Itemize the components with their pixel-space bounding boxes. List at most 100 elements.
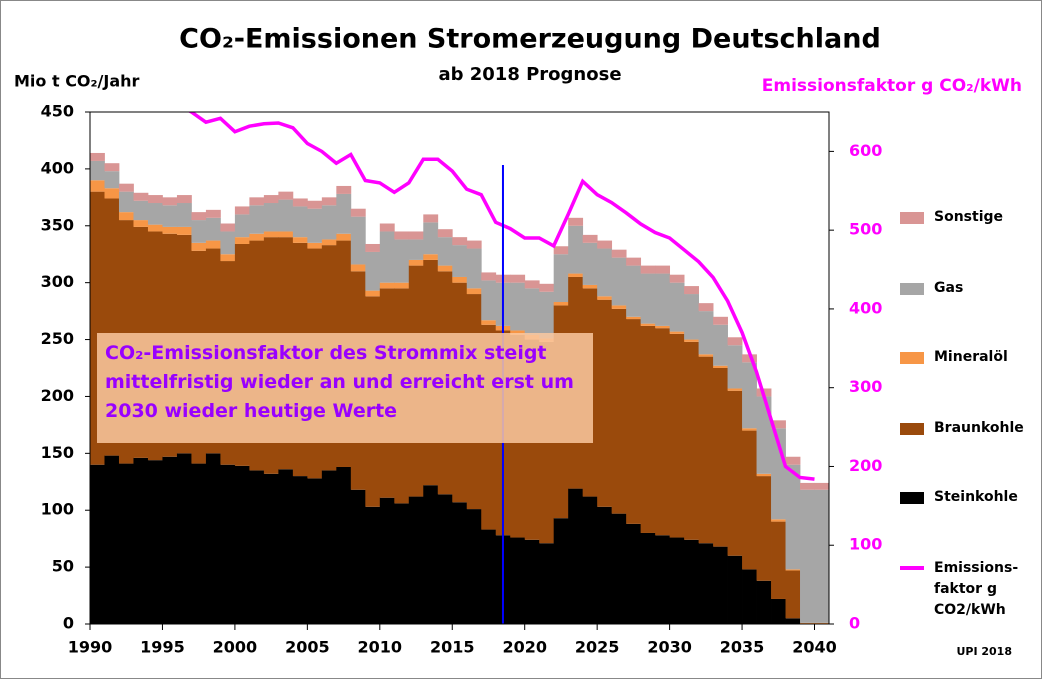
bar-segment bbox=[800, 622, 815, 624]
bar-segment bbox=[771, 420, 786, 429]
bar-segment bbox=[771, 598, 786, 624]
bar-segment bbox=[626, 265, 642, 317]
bar-segment bbox=[684, 539, 699, 624]
bar-segment bbox=[176, 453, 192, 624]
bar-segment bbox=[394, 282, 410, 289]
bar-segment bbox=[727, 345, 743, 389]
bar-segment bbox=[191, 463, 207, 624]
bar-segment bbox=[626, 523, 642, 624]
bar-segment bbox=[582, 234, 598, 243]
bar-segment bbox=[510, 330, 526, 336]
bar-segment bbox=[452, 245, 468, 277]
bar-segment bbox=[611, 513, 627, 624]
y2-tick-label: 200 bbox=[849, 456, 882, 475]
bar-segment bbox=[756, 396, 772, 474]
bar-segment bbox=[205, 217, 221, 241]
bar-segment bbox=[785, 569, 801, 571]
chart-title: CO₂-Emissionen Stromerzeugung Deutschlan… bbox=[179, 24, 881, 55]
bar-segment bbox=[307, 200, 323, 209]
bar-segment bbox=[524, 288, 540, 336]
bar-segment bbox=[336, 185, 352, 194]
bar-segment bbox=[611, 257, 627, 306]
bar-segment bbox=[640, 273, 656, 324]
legend-label: Gas bbox=[934, 280, 964, 296]
bar-segment bbox=[582, 242, 598, 285]
bar-segment bbox=[292, 206, 308, 238]
bar-segment bbox=[481, 272, 497, 281]
bar-segment bbox=[249, 205, 265, 234]
bar-segment bbox=[553, 246, 569, 255]
bar-segment bbox=[713, 365, 728, 368]
x-tick-label: 1990 bbox=[68, 638, 113, 657]
bar-segment bbox=[350, 216, 366, 265]
bar-segment bbox=[249, 233, 265, 241]
bar-segment bbox=[191, 242, 207, 251]
x-tick-label: 2005 bbox=[285, 638, 330, 657]
bar-segment bbox=[104, 171, 120, 189]
bar-segment bbox=[611, 305, 627, 309]
bar-segment bbox=[90, 464, 105, 624]
bar-segment bbox=[162, 205, 178, 227]
bar-segment bbox=[539, 283, 555, 292]
y2-tick-label: 400 bbox=[849, 298, 882, 317]
x-tick-label: 2025 bbox=[575, 638, 620, 657]
bar-segment bbox=[234, 237, 250, 244]
bar-segment bbox=[655, 535, 671, 624]
bar-segment bbox=[727, 337, 743, 346]
bar-segment bbox=[249, 197, 265, 206]
legend-item: Mineralöl bbox=[900, 349, 1008, 365]
bar-segment bbox=[597, 248, 613, 297]
bar-segment bbox=[437, 494, 453, 624]
bar-segment bbox=[162, 197, 178, 206]
bar-segment bbox=[785, 618, 801, 624]
legend-swatch bbox=[900, 352, 924, 364]
bar-segment bbox=[814, 622, 829, 624]
bar-segment bbox=[684, 294, 699, 340]
bar-segment bbox=[263, 203, 279, 232]
bar-segment bbox=[684, 286, 699, 295]
bar-segment bbox=[452, 237, 468, 246]
bar-segment bbox=[684, 339, 699, 342]
bar-segment bbox=[655, 265, 671, 274]
bar-segment bbox=[133, 192, 149, 201]
bar-segment bbox=[452, 276, 468, 283]
bar-segment bbox=[147, 224, 163, 232]
bar-segment bbox=[394, 503, 410, 624]
legend-label: Emissions-faktor g CO2/kWh bbox=[934, 560, 1019, 618]
bar-segment bbox=[423, 222, 439, 255]
bar-segment bbox=[176, 195, 192, 204]
legend-label: Sonstige bbox=[934, 209, 1004, 225]
bar-segment bbox=[321, 239, 337, 246]
bar-segment bbox=[336, 233, 352, 241]
source: UPI 2018 bbox=[956, 645, 1012, 658]
bar-segment bbox=[147, 203, 163, 225]
bar-segment bbox=[814, 482, 829, 490]
annotation: CO₂-Emissionsfaktor des Strommix steigt … bbox=[97, 333, 593, 443]
bar-segment bbox=[568, 225, 584, 274]
x-tick-label: 2010 bbox=[358, 638, 403, 657]
bar-segment bbox=[568, 488, 584, 624]
bar-segment bbox=[684, 341, 699, 540]
bar-segment bbox=[234, 206, 250, 215]
bar-segment bbox=[307, 478, 323, 624]
bar-segment bbox=[176, 203, 192, 227]
bar-segment bbox=[278, 191, 294, 200]
bar-segment bbox=[437, 237, 453, 266]
x-tick-label: 1995 bbox=[140, 638, 185, 657]
bar-segment bbox=[611, 308, 627, 514]
bar-segment bbox=[292, 198, 308, 207]
y-tick-label: 250 bbox=[41, 329, 74, 348]
bar-segment bbox=[539, 543, 555, 624]
x-tick-label: 2035 bbox=[720, 638, 765, 657]
x-tick-label: 2000 bbox=[213, 638, 258, 657]
legend-swatch bbox=[900, 492, 924, 504]
bar-segment bbox=[133, 200, 149, 221]
bar-segment bbox=[756, 580, 772, 624]
bar-segment bbox=[553, 254, 569, 303]
bar-segment bbox=[655, 273, 671, 326]
bar-segment bbox=[191, 220, 207, 243]
factor-line bbox=[187, 112, 815, 481]
bar-segment bbox=[626, 257, 642, 266]
bar-segment bbox=[597, 296, 613, 300]
bar-segment bbox=[713, 546, 728, 624]
